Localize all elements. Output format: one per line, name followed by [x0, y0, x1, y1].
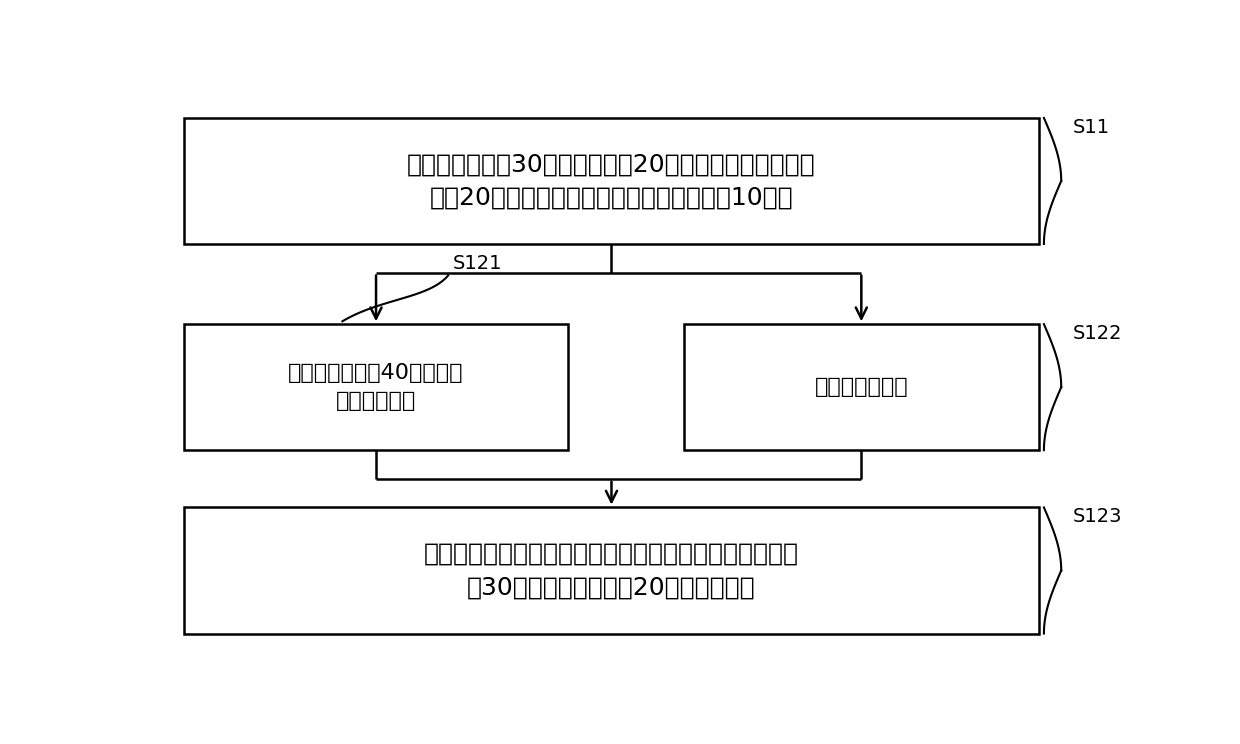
- Text: S123: S123: [1073, 507, 1122, 527]
- Text: S11: S11: [1073, 118, 1110, 137]
- Text: 获取流量设定值: 获取流量设定值: [815, 377, 908, 397]
- Bar: [184, 507, 1039, 634]
- Text: S122: S122: [1073, 324, 1122, 343]
- Bar: [184, 118, 1039, 244]
- Text: 获取流量监控器40反馈的助
焊剂的流量值: 获取流量监控器40反馈的助 焊剂的流量值: [288, 363, 464, 411]
- Text: S121: S121: [453, 254, 502, 272]
- Text: 对比流量值与流量设定值，并根据对比结果控制气体变送
器30改变对压力储液罐20的气体输送量: 对比流量值与流量设定值，并根据对比结果控制气体变送 器30改变对压力储液罐20的…: [424, 542, 799, 599]
- Text: 控制气体变送器30向压力储液罐20输送气体，以使压力储
液罐20中的助焊剂在气压作用下被朝向喷嘴10输送: 控制气体变送器30向压力储液罐20输送气体，以使压力储 液罐20中的助焊剂在气压…: [407, 153, 816, 210]
- Bar: [184, 324, 568, 450]
- Bar: [683, 324, 1039, 450]
